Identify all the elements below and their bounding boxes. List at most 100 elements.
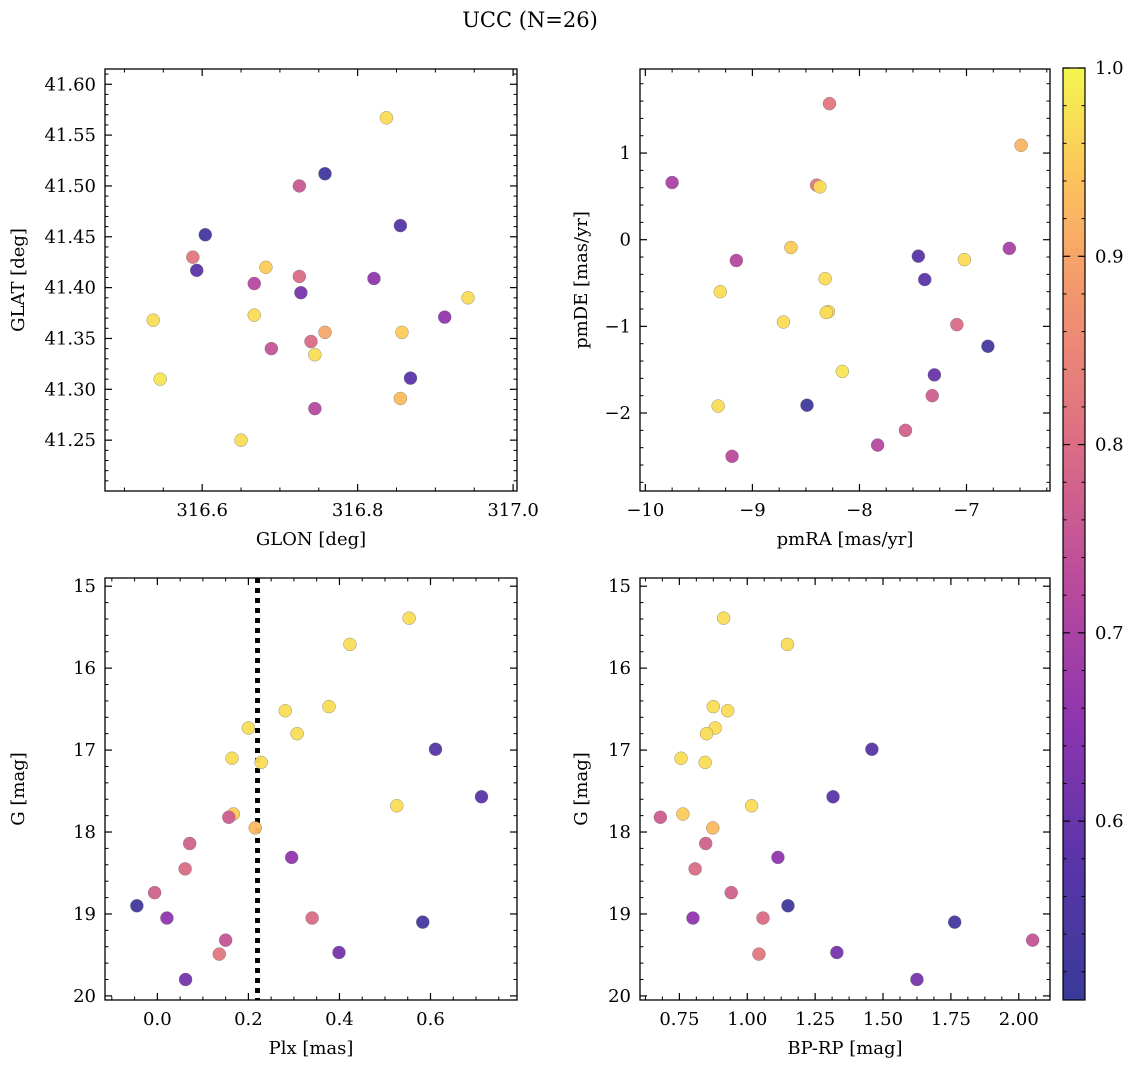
- scatter-point: [756, 911, 770, 925]
- scatter-point: [918, 272, 932, 287]
- scatter-point: [428, 742, 443, 757]
- scatter-point: [292, 269, 307, 284]
- y-tick-label: 17: [73, 740, 96, 761]
- scatter-point: [416, 915, 430, 929]
- scatter-point: [248, 821, 262, 835]
- scatter-point: [259, 260, 273, 275]
- scatter-point: [160, 911, 174, 925]
- scatter-point: [393, 391, 408, 406]
- scatter-point: [153, 372, 167, 386]
- scatter-point: [1002, 241, 1017, 256]
- scatter-point: [225, 751, 239, 766]
- scatter-point: [981, 339, 995, 354]
- y-tick-label: 41.45: [44, 227, 96, 248]
- y-axis-label: G [mag]: [571, 752, 592, 825]
- figure-title: UCC (N=26): [462, 8, 598, 32]
- y-tick-label: 41.60: [44, 74, 96, 95]
- scatter-point: [676, 807, 690, 821]
- scatter-point: [218, 933, 233, 947]
- scatter-point: [437, 310, 452, 324]
- y-tick-label: 41.40: [44, 278, 96, 299]
- scatter-point: [822, 96, 837, 111]
- y-tick-label: 41.25: [44, 430, 96, 451]
- scatter-point: [343, 637, 357, 652]
- scatter-point: [402, 611, 416, 625]
- x-tick-label: −8: [846, 500, 873, 521]
- x-tick-label: −9: [739, 500, 766, 521]
- scatter-point: [744, 799, 759, 813]
- colorbar-tick-label: 0.6: [1095, 811, 1124, 832]
- scatter-point: [771, 850, 785, 865]
- panel-bottom-left: 0.0 0.2 0.4 0.6 15 16 17 18 19 20 Plx [mas] G [mag]: [8, 576, 518, 1059]
- scatter-point: [826, 790, 840, 804]
- scatter-point: [247, 308, 262, 322]
- y-tick-label: 1: [620, 143, 631, 164]
- scatter-point: [379, 111, 394, 125]
- y-tick-label: 41.50: [44, 176, 96, 197]
- y-axis-label: GLAT [deg]: [8, 228, 29, 332]
- scatter-point: [1025, 933, 1040, 947]
- scatter-point: [957, 252, 972, 267]
- x-axis-label: GLON [deg]: [256, 529, 366, 550]
- scatter-point: [367, 271, 381, 286]
- y-tick-label: 18: [73, 822, 96, 843]
- scatter-point: [706, 699, 721, 714]
- scatter-point: [911, 249, 926, 263]
- scatter-point: [780, 637, 795, 652]
- scatter-point: [332, 945, 346, 960]
- y-tick-label: 0: [620, 230, 631, 251]
- scatter-point: [461, 291, 475, 305]
- colorbar-tick-label: 0.9: [1095, 246, 1124, 267]
- scatter-point: [830, 945, 844, 960]
- scatter-point: [393, 218, 408, 233]
- scatter-point: [212, 947, 227, 961]
- x-tick-label: 1.25: [795, 1009, 835, 1030]
- x-tick-label: 2.00: [999, 1009, 1039, 1030]
- scatter-point: [776, 315, 791, 329]
- colorbar-gradient: [1062, 67, 1086, 1001]
- y-tick-label: 20: [73, 986, 96, 1007]
- y-tick-label: 18: [608, 822, 631, 843]
- x-tick-label: 317.0: [487, 500, 539, 521]
- scatter-point: [818, 271, 832, 286]
- scatter-point: [1014, 138, 1028, 153]
- axes-frame: [639, 577, 1051, 1001]
- y-tick-label: 19: [608, 904, 631, 925]
- scatter-point: [241, 721, 256, 735]
- scatter-point: [305, 911, 319, 925]
- y-tick-label: 41.30: [44, 379, 96, 400]
- scatter-point: [147, 885, 162, 900]
- scatter-point: [290, 726, 304, 741]
- y-tick-label: −1: [604, 316, 631, 337]
- y-tick-label: −2: [604, 403, 631, 424]
- colorbar-tick-label: 1.0: [1095, 58, 1124, 79]
- scatter-point: [800, 398, 814, 412]
- scatter-point: [870, 438, 885, 452]
- scatter-point: [304, 334, 318, 349]
- y-tick-label: 16: [608, 658, 631, 679]
- x-tick-label: 0.6: [416, 1009, 445, 1030]
- scatter-point: [247, 276, 262, 291]
- scatter-point: [819, 305, 834, 320]
- scatter-point: [222, 810, 236, 825]
- x-tick-label: 316.8: [332, 500, 384, 521]
- scatter-point: [284, 850, 299, 865]
- x-tick-label: 0.0: [143, 1009, 172, 1030]
- scatter-point: [653, 810, 668, 825]
- y-tick-label: 15: [608, 576, 631, 597]
- scatter-point: [318, 166, 332, 181]
- x-tick-label: 1.00: [727, 1009, 767, 1030]
- scatter-point: [198, 227, 213, 242]
- scatter-point: [686, 911, 700, 925]
- x-tick-label: 0.75: [659, 1009, 699, 1030]
- scatter-point: [925, 388, 939, 403]
- scatter-point: [294, 285, 308, 300]
- scatter-point: [711, 399, 725, 413]
- x-tick-label: −10: [626, 500, 664, 521]
- axes-frame: [104, 577, 518, 1001]
- axes-frame: [639, 68, 1051, 492]
- y-tick-label: 41.55: [44, 125, 96, 146]
- scatter-point: [474, 790, 489, 804]
- scatter-point: [947, 915, 962, 929]
- scatter-point: [688, 862, 702, 876]
